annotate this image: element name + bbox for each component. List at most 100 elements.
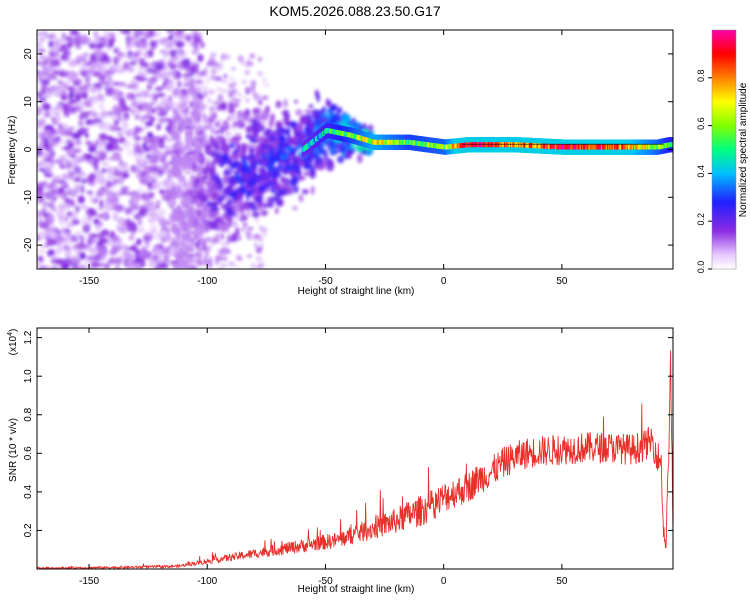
heatmap-noise-blob <box>65 159 70 164</box>
heatmap-noise-blob <box>107 76 113 81</box>
heatmap-noise-blob <box>170 50 175 56</box>
heatmap-noise-blob <box>55 246 62 255</box>
heatmap-noise-blob <box>81 216 87 225</box>
colorbar-tick-label: 0.0 <box>696 261 706 274</box>
heatmap-cone-blob <box>193 99 198 106</box>
heatmap-noise-blob <box>181 58 191 68</box>
heatmap-cone-blob <box>234 170 239 175</box>
heatmap-cone-blob <box>188 87 195 95</box>
heatmap-noise-blobs <box>37 30 270 269</box>
heatmap-noise-blob <box>75 205 80 213</box>
heatmap-cone-blob <box>196 260 203 266</box>
heatmap-noise-blob <box>180 88 190 98</box>
heatmap-noise-blob <box>111 151 122 161</box>
heatmap-noise-blob <box>151 135 162 141</box>
heatmap-cone-blob <box>260 152 266 158</box>
heatmap-noise-blob <box>79 252 86 260</box>
heatmap-noise-blob <box>142 31 152 36</box>
heatmap-noise-blob <box>148 261 157 269</box>
heatmap-noise-blob <box>53 118 60 123</box>
heatmap-noise-blob <box>201 70 208 77</box>
heatmap-noise-blob <box>74 176 81 183</box>
heatmap-noise-blob <box>246 254 253 258</box>
heatmap-noise-blob <box>168 48 179 52</box>
heatmap-noise-blob <box>255 265 262 269</box>
heatmap-cone-blob <box>192 112 201 122</box>
heatmap-noise-blob <box>73 166 80 170</box>
heatmap-cone-blob <box>171 207 177 213</box>
heatmap-noise-blob <box>58 220 67 224</box>
heatmap-noise-blob <box>230 116 239 121</box>
heatmap-noise-blob <box>95 243 104 249</box>
heatmap-noise-blob <box>248 80 253 85</box>
heatmap-noise-blob <box>57 242 62 247</box>
heatmap-noise-blob <box>63 80 71 85</box>
heatmap-cone-blob <box>182 146 188 152</box>
heatmap-noise-blob <box>62 103 70 112</box>
heatmap-noise-blob <box>116 228 127 232</box>
heatmap-noise-blob <box>50 265 59 269</box>
heatmap-noise-blob <box>196 79 203 84</box>
heatmap-noise-blob <box>150 100 158 105</box>
heatmap-noise-blob <box>165 259 172 264</box>
heatmap-noise-blob <box>163 164 169 169</box>
heatmap-noise-blob <box>220 241 229 246</box>
heatmap-cone-blob <box>329 146 333 152</box>
snr-trace <box>37 350 673 569</box>
heatmap-cone-blob <box>210 201 218 208</box>
heatmap-cone-blob <box>227 103 236 109</box>
heatmap-noise-blob <box>40 152 51 157</box>
heatmap-noise-blob <box>136 188 144 193</box>
heatmap-noise-blob <box>165 80 170 84</box>
heatmap-noise-blob <box>68 150 73 156</box>
heatmap-cone-blob <box>279 141 287 151</box>
heatmap-cone-blob <box>321 116 328 121</box>
heatmap-noise-blob <box>119 165 128 171</box>
heatmap-noise-blob <box>165 221 172 226</box>
heatmap-noise-blob <box>59 73 67 78</box>
heatmap-cone-blob <box>252 108 260 113</box>
heatmap-cone-blob <box>298 176 306 181</box>
heatmap-noise-blob <box>133 108 141 117</box>
heatmap-noise-blob <box>72 80 81 87</box>
heatmap-noise-blob <box>237 235 242 241</box>
heatmap-cone-blob <box>313 159 322 166</box>
heatmap-noise-blob <box>129 246 137 251</box>
heatmap-noise-blob <box>67 126 76 131</box>
heatmap-cone-blob <box>194 135 200 146</box>
heatmap-noise-blob <box>191 49 200 55</box>
heatmap-cone-blob <box>304 126 310 134</box>
snr-x-tick-label: 0 <box>441 576 447 587</box>
heatmap-cone-blob <box>362 122 367 130</box>
heatmap-cone-blob <box>208 106 216 112</box>
heatmap-noise-blob <box>249 53 255 59</box>
heatmap-noise-blob <box>220 79 228 83</box>
heatmap-noise-blob <box>133 30 143 38</box>
heatmap-cone-blob <box>289 180 296 186</box>
heatmap-noise-blob <box>47 201 55 209</box>
snr-y-tick-label: 0.4 <box>23 484 34 498</box>
heatmap-cone-blob <box>311 109 319 118</box>
heatmap-noise-blob <box>130 93 141 98</box>
heatmap-noise-blob <box>175 30 185 35</box>
heatmap-cone-blob <box>255 177 263 184</box>
heatmap-noise-blob <box>114 264 121 269</box>
heatmap-cone-blob <box>236 110 244 118</box>
heatmap-cone-blob <box>185 203 190 209</box>
heatmap-noise-blob <box>112 126 120 132</box>
heatmap-noise-blob <box>129 211 134 216</box>
heatmap-noise-blob <box>173 36 179 43</box>
heatmap-noise-blob <box>95 151 100 159</box>
heatmap-noise-blob <box>168 34 174 41</box>
heatmap-noise-blob <box>93 87 103 92</box>
heatmap-noise-blob <box>96 121 102 128</box>
heatmap-cone-blob <box>249 137 257 143</box>
heatmap-noise-blob <box>209 52 217 58</box>
heatmap-cone-blob <box>242 161 249 167</box>
heatmap-cone-blob <box>308 104 314 109</box>
heatmap-noise-blob <box>200 54 204 60</box>
heatmap-cone-blob <box>257 136 265 143</box>
colorbar-tick-label: 0.8 <box>696 70 706 83</box>
heatmap-noise-blob <box>80 85 88 90</box>
